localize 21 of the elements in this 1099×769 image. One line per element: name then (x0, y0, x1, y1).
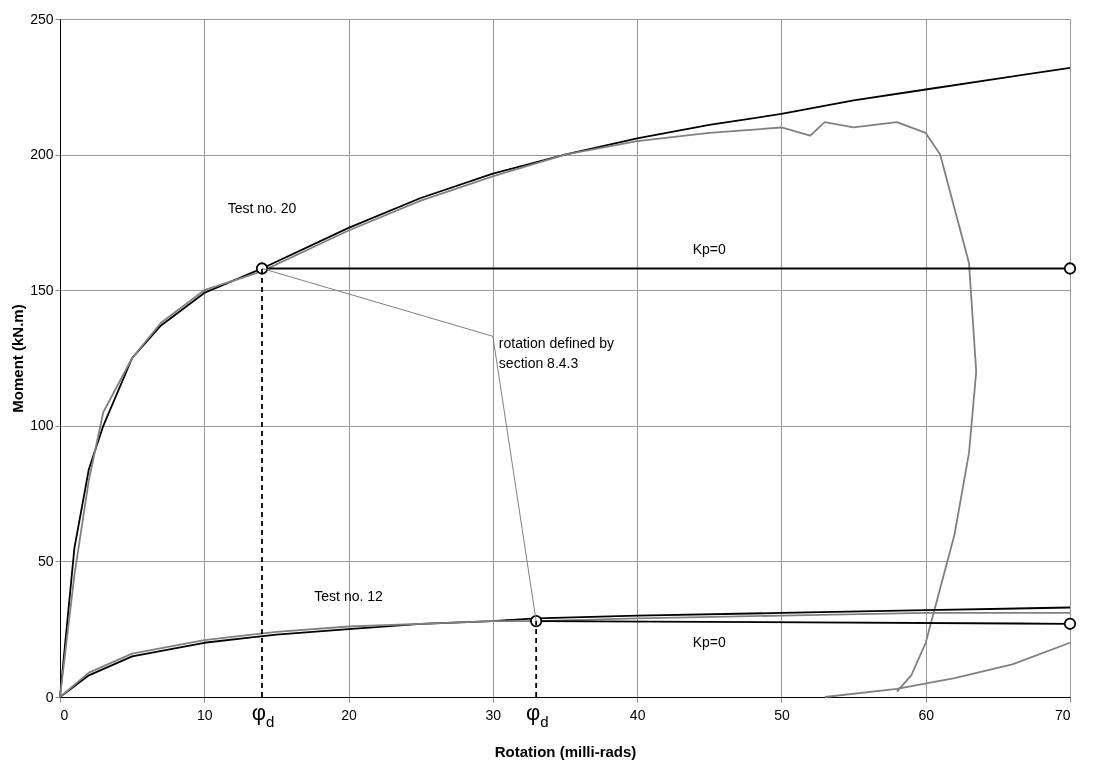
x-tick-label: 0 (60, 706, 69, 723)
annotation: Test no. 12 (314, 587, 384, 604)
x-tick-label: 40 (629, 706, 646, 723)
y-tick-label: 100 (30, 417, 54, 434)
x-tick-label: 10 (197, 706, 213, 723)
x-tick-label: 60 (918, 706, 935, 723)
x-tick-label: 20 (341, 706, 358, 723)
x-tick-label: 30 (485, 706, 502, 723)
y-tick-label: 250 (30, 10, 54, 27)
annotation: rotation defined by section 8.4.3 (498, 335, 615, 372)
x-tick-label: 70 (1054, 706, 1071, 723)
y-tick-label: 0 (45, 688, 54, 705)
y-tick-label: 50 (37, 552, 54, 569)
y-axis-title: Moment (kN.m) (9, 304, 27, 413)
x-tick-label: 50 (774, 706, 790, 723)
annotation: Kp=0 (692, 633, 727, 650)
annotation: Test no. 20 (227, 199, 297, 216)
x-axis-title: Rotation (milli-rads) (494, 742, 637, 760)
y-tick-label: 150 (30, 281, 54, 298)
y-tick-label: 200 (30, 146, 54, 163)
annotation: Kp=0 (692, 240, 727, 257)
